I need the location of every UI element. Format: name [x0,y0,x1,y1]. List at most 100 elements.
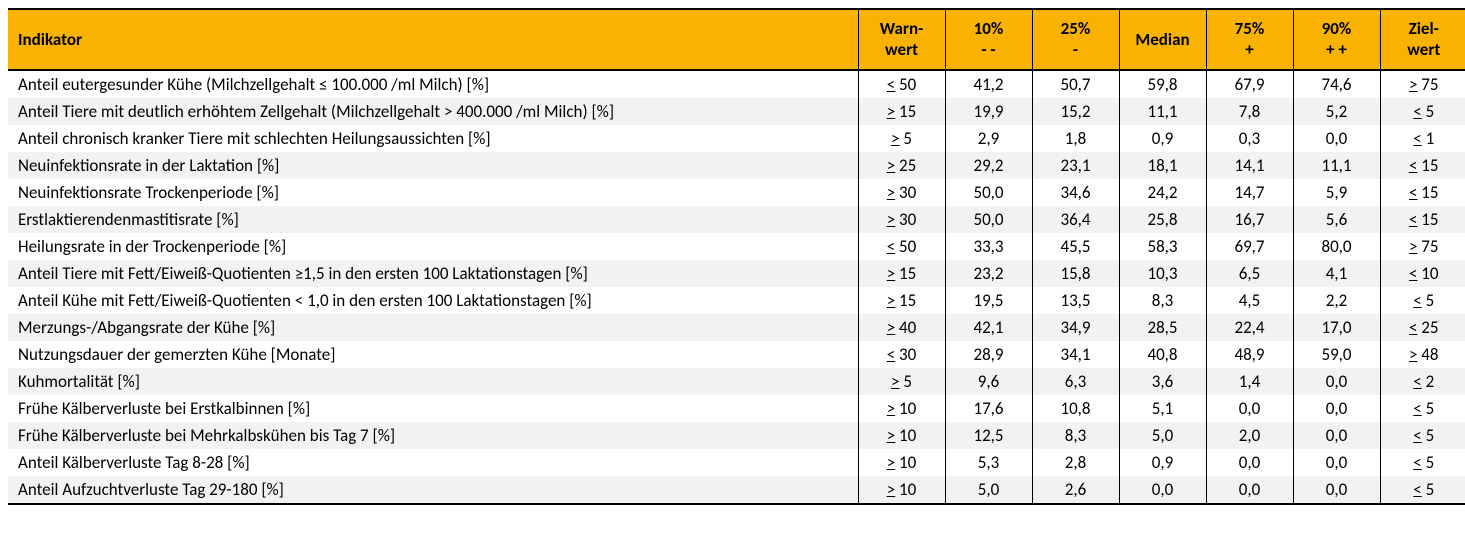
th-p10-l2: - - [981,39,995,60]
warn-val: 50 [899,236,916,257]
cell-p90: 0,0 [1293,125,1380,152]
cell-zielwert: > 75 [1380,233,1465,260]
p90-val: 0,0 [1326,479,1347,500]
p90-val: 11,1 [1321,155,1351,176]
cell-p10: 33,3 [945,233,1032,260]
cell-warnwert: > 15 [858,260,945,287]
cell-p25: 34,1 [1032,341,1119,368]
cell-p25: 10,8 [1032,395,1119,422]
p10-val: 29,2 [973,155,1003,176]
ziel-val: 5 [1426,398,1435,419]
p25-val: 2,6 [1065,479,1086,500]
p10-val: 50,0 [973,209,1003,230]
table-row: Erstlaktierendenmastitisrate [%]> 3050,0… [8,206,1465,233]
cell-p75: 14,7 [1206,179,1293,206]
cell-p90: 4,1 [1293,260,1380,287]
warn-sym: > [887,479,895,500]
p75-val: 0,0 [1239,398,1260,419]
cell-p75: 16,7 [1206,206,1293,233]
med-val: 59,8 [1147,74,1177,95]
th-p25: 25% - [1032,9,1119,70]
cell-p75: 14,1 [1206,152,1293,179]
table-row: Nutzungsdauer der gemerzten Kühe [Monate… [8,341,1465,368]
ziel-val: 5 [1426,290,1435,311]
cell-zielwert: > 48 [1380,341,1465,368]
indikator-text: Heilungsrate in der Trockenperiode [%] [18,236,286,257]
warn-val: 15 [899,101,916,122]
cell-p90: 2,2 [1293,287,1380,314]
cell-zielwert: < 5 [1380,287,1465,314]
cell-indikator: Kuhmortalität [%] [8,368,858,395]
table-body: Anteil eutergesunder Kühe (Milchzellgeha… [8,70,1465,504]
cell-median: 3,6 [1119,368,1206,395]
table-row: Kuhmortalität [%]> 59,66,33,61,40,0< 2 [8,368,1465,395]
cell-warnwert: > 30 [858,179,945,206]
cell-warnwert: > 5 [858,368,945,395]
cell-indikator: Frühe Kälberverluste bei Mehrkalbskühen … [8,422,858,449]
p75-val: 1,4 [1239,371,1260,392]
warn-val: 10 [899,479,916,500]
p25-val: 50,7 [1060,74,1090,95]
p90-val: 4,1 [1326,263,1347,284]
warn-sym: > [887,452,895,473]
cell-p75: 2,0 [1206,422,1293,449]
p10-val: 12,5 [973,425,1003,446]
cell-warnwert: > 25 [858,152,945,179]
warn-sym: > [887,425,895,446]
ziel-sym: < [1413,101,1421,122]
cell-indikator: Frühe Kälberverluste bei Erstkalbinnen [… [8,395,858,422]
ziel-sym: < [1413,398,1421,419]
table-row: Merzungs-/Abgangsrate der Kühe [%]> 4042… [8,314,1465,341]
p10-val: 5,3 [978,452,999,473]
cell-warnwert: > 15 [858,98,945,125]
cell-p75: 0,3 [1206,125,1293,152]
warn-sym: > [887,317,895,338]
cell-indikator: Anteil Kühe mit Fett/Eiweiß-Quotienten <… [8,287,858,314]
ziel-val: 2 [1426,371,1435,392]
p25-val: 10,8 [1060,398,1090,419]
cell-p10: 5,3 [945,449,1032,476]
cell-p90: 5,9 [1293,179,1380,206]
med-val: 24,2 [1147,182,1177,203]
med-val: 0,9 [1152,128,1173,149]
cell-zielwert: < 10 [1380,260,1465,287]
cell-p10: 29,2 [945,152,1032,179]
p75-val: 69,7 [1234,236,1264,257]
cell-p10: 41,2 [945,70,1032,98]
cell-p25: 15,2 [1032,98,1119,125]
cell-zielwert: < 2 [1380,368,1465,395]
warn-sym: > [887,155,895,176]
table-row: Neuinfektionsrate in der Laktation [%]> … [8,152,1465,179]
p75-val: 0,3 [1239,128,1260,149]
th-p10-l1: 10% [974,18,1004,39]
indikator-text: Merzungs-/Abgangsrate der Kühe [%] [18,317,275,338]
cell-zielwert: < 1 [1380,125,1465,152]
ziel-val: 10 [1421,263,1438,284]
ziel-val: 25 [1421,317,1438,338]
p10-val: 2,9 [978,128,999,149]
med-val: 0,0 [1152,479,1173,500]
cell-p75: 7,8 [1206,98,1293,125]
cell-warnwert: > 5 [858,125,945,152]
med-val: 18,1 [1147,155,1177,176]
cell-p75: 4,5 [1206,287,1293,314]
med-val: 8,3 [1152,290,1173,311]
indikator-text: Frühe Kälberverluste bei Mehrkalbskühen … [18,425,395,446]
cell-median: 10,3 [1119,260,1206,287]
cell-warnwert: > 15 [858,287,945,314]
cell-p90: 80,0 [1293,233,1380,260]
cell-p25: 6,3 [1032,368,1119,395]
ziel-val: 15 [1421,182,1438,203]
p90-val: 17,0 [1321,317,1351,338]
indikator-text: Anteil Tiere mit Fett/Eiweiß-Quotienten … [18,263,588,284]
warn-val: 25 [899,155,916,176]
cell-p10: 50,0 [945,206,1032,233]
ziel-val: 5 [1426,452,1435,473]
p25-val: 2,8 [1065,452,1086,473]
table-row: Frühe Kälberverluste bei Mehrkalbskühen … [8,422,1465,449]
cell-zielwert: < 25 [1380,314,1465,341]
ziel-sym: > [1409,344,1417,365]
cell-p25: 36,4 [1032,206,1119,233]
cell-p90: 59,0 [1293,341,1380,368]
cell-warnwert: > 10 [858,395,945,422]
